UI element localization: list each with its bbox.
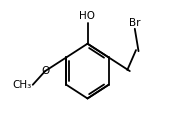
Text: HO: HO bbox=[79, 11, 96, 21]
Text: CH₃: CH₃ bbox=[12, 80, 32, 90]
Text: Br: Br bbox=[129, 18, 141, 27]
Text: O: O bbox=[41, 66, 49, 76]
